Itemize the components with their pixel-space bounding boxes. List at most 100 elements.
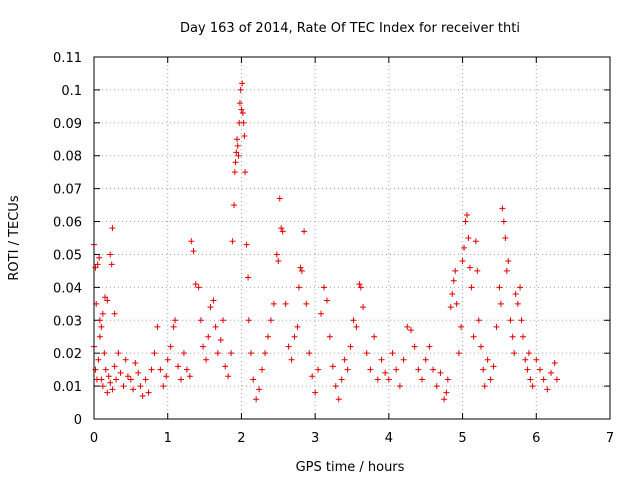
y-tick-label: 0.08 <box>53 150 82 165</box>
data-point <box>210 297 217 304</box>
data-point <box>350 317 357 324</box>
data-point <box>238 106 245 113</box>
data-point <box>481 383 488 390</box>
data-point <box>197 317 204 324</box>
data-point <box>98 323 105 330</box>
data-point <box>228 350 235 357</box>
data-point <box>102 294 109 301</box>
data-point <box>239 109 246 116</box>
data-point <box>452 267 459 274</box>
data-point <box>443 389 450 396</box>
y-tick-label: 0.11 <box>53 51 82 66</box>
data-point <box>315 366 322 373</box>
data-point <box>148 366 155 373</box>
data-point <box>529 383 536 390</box>
data-point <box>518 317 525 324</box>
data-point <box>205 333 212 340</box>
data-point <box>235 152 242 159</box>
data-point <box>130 386 137 393</box>
y-tick-label: 0.03 <box>53 314 82 329</box>
data-point <box>98 376 105 383</box>
data-point <box>288 356 295 363</box>
x-axis-label: GPS time / hours <box>296 460 405 475</box>
data-point <box>353 323 360 330</box>
data-point <box>111 363 118 370</box>
data-point <box>232 159 239 166</box>
data-point <box>157 366 164 373</box>
data-point <box>264 333 271 340</box>
data-point <box>502 235 509 241</box>
y-axis-label: ROTI / TECUs <box>7 195 22 280</box>
data-point <box>192 281 199 288</box>
data-point <box>285 343 292 350</box>
data-point <box>378 356 385 363</box>
data-point <box>347 343 354 350</box>
data-point <box>455 350 462 357</box>
y-tick-label: 0.09 <box>53 117 82 132</box>
data-point <box>462 218 469 225</box>
data-point <box>490 363 497 370</box>
data-point <box>433 383 440 390</box>
data-point <box>470 333 477 340</box>
data-point <box>239 80 246 87</box>
data-point <box>499 205 506 212</box>
data-point <box>411 343 418 350</box>
data-point <box>484 356 491 363</box>
data-point <box>154 323 161 330</box>
data-point <box>507 317 514 324</box>
data-point <box>320 284 327 291</box>
data-point <box>514 300 521 307</box>
data-point <box>544 386 551 393</box>
data-point <box>275 258 282 265</box>
data-point <box>92 264 99 271</box>
data-point <box>278 225 285 232</box>
data-point <box>101 350 108 357</box>
data-point <box>540 376 547 383</box>
data-point <box>496 284 503 291</box>
data-point <box>430 366 437 373</box>
data-point <box>500 218 507 225</box>
y-tick-label: 0.02 <box>53 347 82 362</box>
axis-ticks: 0 1 2 3 4 5 6 7 0 0.01 0.02 0.03 0.04 0.05 0.06 0.07 0.0… <box>53 51 614 446</box>
data-point <box>177 376 184 383</box>
x-tick-label: 3 <box>311 431 319 446</box>
data-point <box>95 356 102 363</box>
data-point <box>335 396 342 403</box>
data-point <box>231 169 238 176</box>
data-point <box>326 333 333 340</box>
data-point <box>102 366 109 373</box>
data-point <box>113 376 120 383</box>
x-tick-label: 7 <box>606 431 614 446</box>
data-point <box>188 238 195 245</box>
data-point <box>444 376 451 383</box>
data-point <box>124 373 131 380</box>
data-point <box>426 343 433 350</box>
data-point <box>385 376 392 383</box>
data-point <box>217 337 224 344</box>
data-point <box>242 169 249 176</box>
data-point <box>195 284 202 291</box>
data-point <box>450 277 457 284</box>
data-point <box>164 356 171 363</box>
data-point <box>522 356 529 363</box>
data-point <box>99 310 106 317</box>
data-point <box>234 136 241 143</box>
data-point <box>183 366 190 373</box>
data-point <box>92 366 99 373</box>
data-point <box>419 376 426 383</box>
data-point <box>99 383 106 390</box>
x-tick-label: 2 <box>237 431 245 446</box>
data-point <box>243 241 250 248</box>
data-point <box>117 369 124 376</box>
data-point <box>517 284 524 291</box>
data-point <box>104 389 111 396</box>
y-tick-label: 0.06 <box>53 216 82 231</box>
x-tick-label: 1 <box>164 431 172 446</box>
data-point <box>107 251 114 258</box>
data-point <box>465 235 472 241</box>
data-point <box>180 350 187 357</box>
data-point <box>487 376 494 383</box>
data-point <box>203 356 210 363</box>
data-point <box>186 373 193 380</box>
